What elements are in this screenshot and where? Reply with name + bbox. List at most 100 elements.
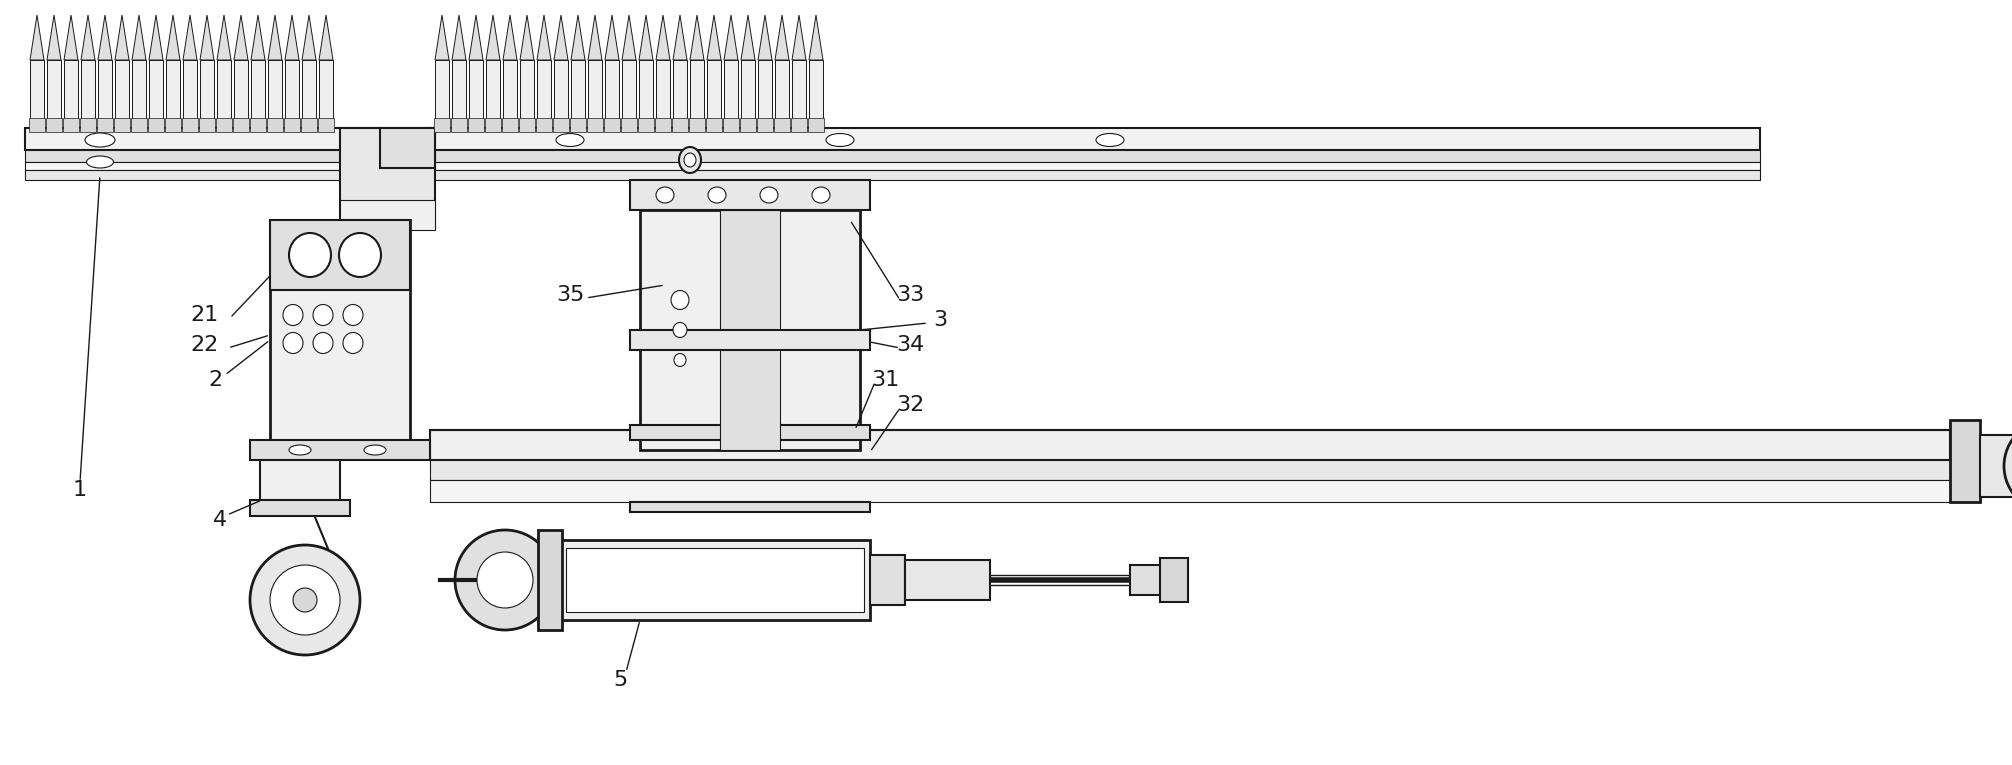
Bar xyxy=(249,118,266,132)
Bar xyxy=(706,60,720,130)
Polygon shape xyxy=(252,15,266,60)
Bar xyxy=(672,118,688,132)
Bar xyxy=(1980,435,2012,497)
Ellipse shape xyxy=(678,147,700,173)
Bar xyxy=(1131,565,1173,595)
Bar xyxy=(630,330,869,350)
Ellipse shape xyxy=(342,304,362,325)
Bar xyxy=(630,180,869,210)
Text: 32: 32 xyxy=(895,395,924,415)
Polygon shape xyxy=(183,15,197,60)
Bar xyxy=(588,60,602,130)
Circle shape xyxy=(270,565,340,635)
Bar xyxy=(24,128,380,150)
Ellipse shape xyxy=(364,445,386,455)
Polygon shape xyxy=(487,15,501,60)
Polygon shape xyxy=(80,15,95,60)
Text: 1: 1 xyxy=(72,480,87,500)
Bar xyxy=(233,118,249,132)
Bar xyxy=(318,118,334,132)
Ellipse shape xyxy=(85,133,115,147)
Bar xyxy=(757,118,773,132)
Bar xyxy=(451,118,467,132)
Polygon shape xyxy=(133,15,147,60)
Bar xyxy=(809,118,825,132)
Bar xyxy=(688,118,704,132)
Bar xyxy=(270,220,410,440)
Ellipse shape xyxy=(674,353,686,366)
Polygon shape xyxy=(706,15,720,60)
Bar xyxy=(535,118,551,132)
Polygon shape xyxy=(519,15,533,60)
Bar xyxy=(24,170,380,180)
Ellipse shape xyxy=(342,333,362,353)
Polygon shape xyxy=(588,15,602,60)
Bar xyxy=(99,60,113,130)
Polygon shape xyxy=(740,15,754,60)
Bar xyxy=(340,128,435,228)
Polygon shape xyxy=(690,15,704,60)
Ellipse shape xyxy=(684,153,696,167)
Bar xyxy=(80,60,95,130)
Bar xyxy=(24,162,380,170)
Text: 31: 31 xyxy=(871,370,899,390)
Bar xyxy=(740,60,754,130)
Ellipse shape xyxy=(314,304,334,325)
Bar xyxy=(302,118,318,132)
Ellipse shape xyxy=(87,156,113,168)
Bar xyxy=(431,170,1760,180)
Polygon shape xyxy=(537,15,551,60)
Bar xyxy=(809,60,823,130)
Bar xyxy=(46,118,62,132)
Bar xyxy=(469,60,483,130)
Text: 3: 3 xyxy=(934,310,948,330)
Bar xyxy=(268,118,284,132)
Bar xyxy=(622,118,638,132)
Polygon shape xyxy=(199,15,213,60)
Bar xyxy=(553,118,569,132)
Polygon shape xyxy=(268,15,282,60)
Polygon shape xyxy=(30,15,44,60)
Bar xyxy=(62,118,78,132)
Bar xyxy=(270,220,410,290)
Bar xyxy=(30,60,44,130)
Polygon shape xyxy=(217,15,231,60)
Bar xyxy=(252,60,266,130)
Bar xyxy=(80,118,97,132)
Bar xyxy=(286,60,300,130)
Polygon shape xyxy=(656,15,670,60)
Polygon shape xyxy=(571,15,585,60)
Bar xyxy=(46,60,60,130)
Bar xyxy=(775,60,789,130)
Polygon shape xyxy=(286,15,300,60)
Bar xyxy=(149,60,163,130)
Polygon shape xyxy=(46,15,60,60)
Bar xyxy=(131,118,147,132)
Bar xyxy=(167,60,179,130)
Polygon shape xyxy=(793,15,807,60)
Polygon shape xyxy=(759,15,773,60)
Bar xyxy=(302,60,316,130)
Bar xyxy=(775,118,791,132)
Ellipse shape xyxy=(338,233,380,277)
Bar xyxy=(431,430,1950,460)
Ellipse shape xyxy=(284,333,304,353)
Polygon shape xyxy=(622,15,636,60)
Bar xyxy=(115,60,129,130)
Bar xyxy=(630,425,869,440)
Bar xyxy=(97,118,113,132)
Bar xyxy=(791,118,807,132)
Bar xyxy=(565,548,863,612)
Bar xyxy=(724,60,738,130)
Bar xyxy=(431,460,1950,480)
Polygon shape xyxy=(115,15,129,60)
Bar xyxy=(380,128,435,168)
Bar xyxy=(656,60,670,130)
Bar xyxy=(340,200,435,230)
Bar xyxy=(469,118,485,132)
Bar xyxy=(284,118,300,132)
Bar xyxy=(24,150,380,162)
Text: 34: 34 xyxy=(895,335,924,355)
Circle shape xyxy=(455,530,555,630)
Text: 22: 22 xyxy=(191,335,219,355)
